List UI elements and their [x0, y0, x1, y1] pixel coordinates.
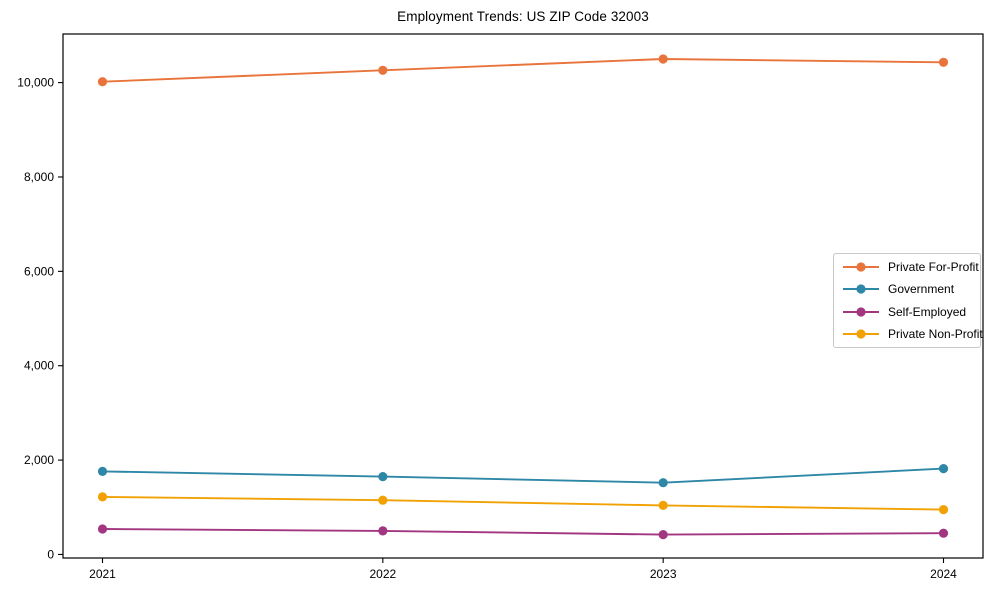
- series-line-private-non-profit: [102, 495, 944, 511]
- data-point-self-employed-2022: [378, 526, 388, 536]
- y-tick-label: 4,000: [24, 359, 54, 373]
- legend: Private For-Profit Government Self-Employe…: [833, 253, 983, 348]
- legend-item-self-employed: Self-Employed: [842, 305, 974, 319]
- x-tick-label: 2023: [650, 567, 677, 581]
- data-point-private-for-profit-2024: [938, 57, 949, 67]
- legend-label-private-non-profit: Private Non-Profit: [888, 326, 983, 341]
- data-point-self-employed-2023: [658, 530, 668, 540]
- legend-item-private-non-profit: Private Non-Profit: [842, 327, 983, 341]
- data-point-government-2024: [938, 464, 949, 474]
- chart-title: Employment Trends: US ZIP Code 32003: [397, 9, 649, 24]
- data-point-private-non-profit-2021: [97, 492, 108, 502]
- legend-marker-private-non-profit: [843, 329, 879, 339]
- y-tick-label: 8,000: [24, 170, 54, 184]
- data-point-self-employed-2021: [97, 524, 108, 534]
- y-tick-label: 2,000: [24, 453, 54, 467]
- x-tick-label: 2024: [930, 567, 957, 581]
- data-point-self-employed-2024: [938, 528, 949, 538]
- y-tick-label: 0: [47, 547, 54, 561]
- data-point-government-2021: [97, 466, 108, 476]
- data-point-private-non-profit-2023: [658, 500, 668, 510]
- legend-marker-self-employed: [843, 307, 879, 317]
- x-tick-label: 2021: [89, 567, 116, 581]
- data-point-government-2022: [378, 472, 388, 482]
- data-point-government-2023: [658, 478, 668, 488]
- plot-frame: [62, 33, 984, 559]
- x-tick-label: 2022: [369, 567, 396, 581]
- series-line-self-employed: [102, 528, 944, 536]
- legend-label-private-for-profit: Private For-Profit: [888, 260, 979, 274]
- data-point-private-non-profit-2022: [378, 495, 388, 505]
- data-point-private-for-profit-2021: [97, 77, 108, 87]
- legend-marker-private-for-profit: [843, 262, 879, 272]
- data-point-private-non-profit-2024: [938, 505, 949, 515]
- series-line-private-for-profit: [102, 58, 944, 83]
- series-line-government: [102, 467, 944, 484]
- legend-item-private-for-profit: Private For-Profit: [842, 260, 979, 274]
- legend-marker-government: [843, 284, 879, 294]
- data-point-private-for-profit-2023: [658, 54, 668, 64]
- data-point-private-for-profit-2022: [378, 65, 388, 75]
- y-tick-label: 10,000: [17, 76, 54, 90]
- y-tick-label: 6,000: [24, 264, 54, 278]
- legend-label-self-employed: Self-Employed: [888, 304, 967, 319]
- legend-label-government: Government: [888, 282, 955, 297]
- legend-item-government: Government: [842, 282, 974, 296]
